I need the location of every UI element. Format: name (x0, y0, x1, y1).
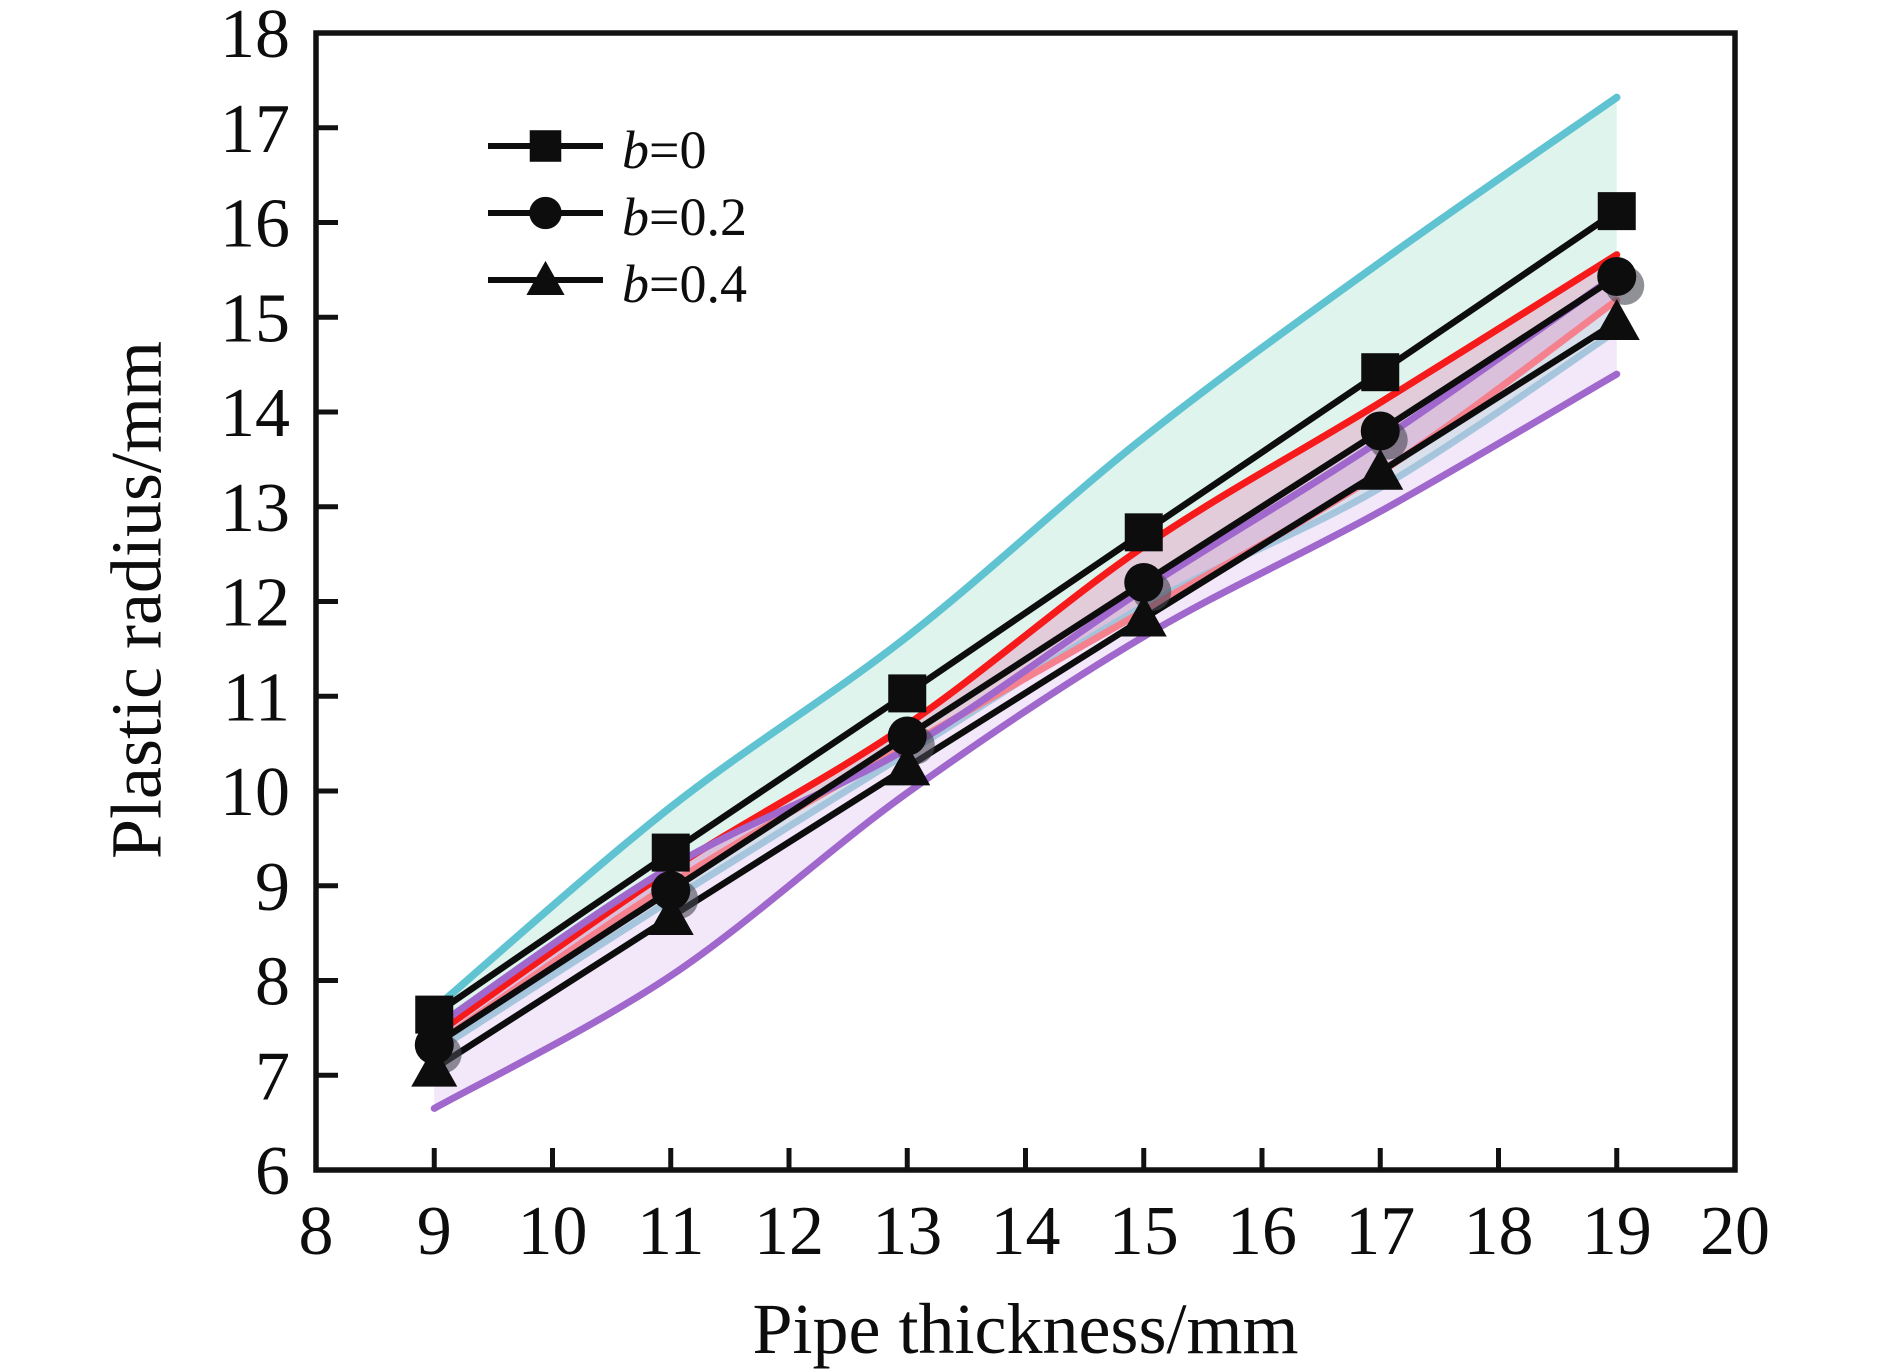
y-tick-label: 18 (220, 0, 290, 73)
marker-square (1597, 192, 1636, 231)
lavender-band-upper-edge (430, 271, 1621, 1032)
x-tick-label: 11 (637, 1193, 704, 1270)
x-tick-label: 18 (1464, 1193, 1534, 1270)
marker-triangle (1593, 298, 1640, 340)
pink-band-upper-edge (430, 251, 1621, 1039)
marker-triangle (647, 894, 694, 936)
y-tick-label: 15 (220, 280, 290, 357)
series-line-2 (432, 319, 1619, 1072)
x-tick-label: 8 (299, 1193, 334, 1270)
y-tick-label: 14 (220, 375, 290, 452)
marker-square (651, 833, 690, 872)
mint-band-upper-edge (430, 93, 1621, 1013)
series-line-0 (432, 208, 1619, 1018)
x-tick-label: 13 (872, 1193, 942, 1270)
legend-item-1: b=0.2 (488, 187, 747, 247)
marker-circle (529, 196, 562, 230)
legend-item-0: b=0 (488, 120, 706, 180)
marker-triangle (1120, 595, 1167, 637)
y-tick-label: 6 (255, 1133, 290, 1210)
marker-circle (887, 716, 927, 756)
legend-label: b=0.4 (622, 254, 747, 314)
x-tick-label: 12 (754, 1193, 824, 1270)
axes: 8 9 10 11 12 13 14 15 16 17 18 19 20 6 7 8 9 10 11 12 13 14 15… (220, 0, 1770, 1270)
marker-triangle (411, 1045, 458, 1087)
legend-item-2: b=0.4 (488, 254, 747, 314)
legend-label: b=0 (622, 120, 706, 180)
x-tick-label: 16 (1227, 1193, 1297, 1270)
marker-square (529, 130, 562, 162)
y-tick-label: 12 (220, 565, 290, 642)
x-tick-label: 10 (518, 1193, 588, 1270)
band-edge-lines (430, 93, 1621, 1112)
marker-circle (651, 870, 691, 910)
y-tick-label: 11 (223, 659, 290, 736)
y-tick-label: 13 (220, 470, 290, 547)
marker-square (1124, 513, 1163, 552)
marker-square (888, 674, 927, 713)
legend-label: b=0.2 (622, 187, 747, 247)
y-axis-title: Plastic radius/mm (96, 341, 177, 859)
y-tick-label: 8 (255, 944, 290, 1021)
lavender-band-lower-edge (430, 370, 1621, 1112)
x-tick-label: 14 (991, 1193, 1061, 1270)
marker-triangle (526, 260, 565, 295)
y-tick-label: 10 (220, 754, 290, 831)
chart-legend: b=0 b=0.2 b=0.4 (488, 120, 747, 314)
x-tick-label: 19 (1582, 1193, 1652, 1270)
y-tick-label: 17 (220, 91, 290, 168)
marker-triangle (1357, 448, 1404, 490)
marker-square (1361, 353, 1400, 392)
y-tick-label: 7 (255, 1038, 290, 1115)
x-tick-label: 17 (1345, 1193, 1415, 1270)
data-series (411, 192, 1645, 1087)
marker-circle (1124, 563, 1164, 603)
marker-circle (414, 1025, 454, 1065)
marker-circle (1360, 411, 1400, 451)
x-tick-label: 20 (1700, 1193, 1770, 1270)
y-tick-label: 16 (220, 186, 290, 263)
series-line-1 (432, 273, 1619, 1048)
x-axis-title: Pipe thickness/mm (752, 1289, 1299, 1369)
x-tick-label: 9 (417, 1193, 452, 1270)
y-tick-label: 9 (255, 849, 290, 926)
marker-triangle (884, 744, 931, 786)
marker-circle (1597, 257, 1637, 297)
x-tick-label: 15 (1109, 1193, 1179, 1270)
